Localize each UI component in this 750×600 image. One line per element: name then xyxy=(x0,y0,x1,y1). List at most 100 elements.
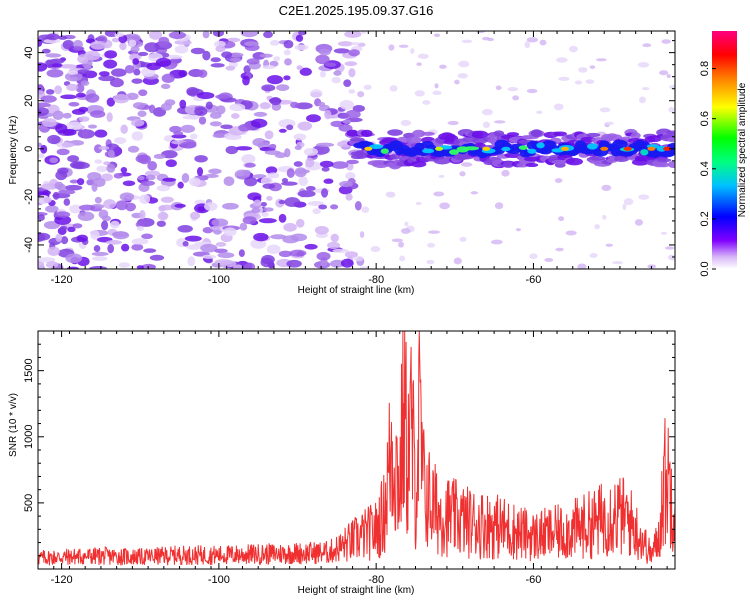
heatmap-cell xyxy=(244,162,256,168)
heatmap-cell xyxy=(57,167,69,175)
heatmap-blobs xyxy=(38,31,675,269)
heatmap-cell xyxy=(64,72,83,82)
heatmap-cell xyxy=(182,115,200,120)
heatmap-cell xyxy=(76,178,85,186)
colorbar-gradient xyxy=(712,31,737,269)
heatmap-cell xyxy=(357,91,365,98)
heatmap-cell xyxy=(120,166,128,173)
heatmap-cell xyxy=(449,149,459,155)
heatmap-cell xyxy=(318,101,326,107)
x-tick-label: -80 xyxy=(368,574,384,586)
heatmap-cell xyxy=(101,220,109,231)
heatmap-cell xyxy=(623,198,634,206)
heatmap-cell xyxy=(348,49,360,57)
heatmap-cell xyxy=(661,39,672,44)
heatmap-cell xyxy=(136,265,144,269)
heatmap-cell xyxy=(46,69,64,78)
heatmap-y-axis: -40 -20 0 20 40 xyxy=(23,40,675,270)
heatmap-cell xyxy=(38,84,44,92)
heatmap-cell xyxy=(294,102,313,110)
heatmap-cell xyxy=(98,75,116,82)
heatmap-cell xyxy=(209,121,222,127)
heatmap-cell xyxy=(106,112,113,123)
heatmap-cell xyxy=(72,46,85,51)
heatmap-cell xyxy=(66,121,83,131)
heatmap-cell xyxy=(234,169,250,180)
heatmap-cell xyxy=(168,31,186,39)
heatmap-cell xyxy=(58,189,76,195)
heatmap-cell xyxy=(196,167,204,177)
heatmap-cell xyxy=(586,143,598,150)
heatmap-cell xyxy=(364,146,373,151)
heatmap-cell xyxy=(187,256,196,267)
heatmap-cell xyxy=(43,196,52,204)
heatmap-cell xyxy=(45,89,55,95)
heatmap-cell xyxy=(294,167,307,178)
heatmap-cell xyxy=(60,94,77,100)
heatmap-cell xyxy=(240,31,258,38)
heatmap-cell xyxy=(267,172,280,179)
heatmap-cell xyxy=(665,246,675,250)
heatmap-cell xyxy=(188,177,201,187)
heatmap-cell xyxy=(121,243,130,252)
heatmap-cell xyxy=(461,39,473,44)
heatmap-cell xyxy=(294,44,309,51)
heatmap-cell xyxy=(307,201,324,207)
heatmap-cell xyxy=(558,76,570,81)
heatmap-cell xyxy=(286,124,294,131)
heatmap-cell xyxy=(459,236,467,242)
heatmap-cell xyxy=(252,174,267,179)
heatmap-cell xyxy=(214,248,228,254)
heatmap-cell xyxy=(303,147,319,156)
heatmap-cell xyxy=(202,50,211,61)
heatmap-cell xyxy=(324,62,337,67)
heatmap-cell xyxy=(428,230,440,234)
heatmap-cell xyxy=(316,251,331,261)
heatmap-cell xyxy=(360,31,367,34)
heatmap-cell xyxy=(323,178,334,184)
heatmap-cell xyxy=(349,137,365,142)
heatmap-cell xyxy=(54,181,64,190)
heatmap-cell xyxy=(250,118,268,128)
heatmap-cell xyxy=(262,183,276,189)
heatmap-cell xyxy=(331,76,341,84)
heatmap-cell xyxy=(348,89,356,94)
heatmap-cell xyxy=(169,125,182,133)
heatmap-cell xyxy=(553,103,564,111)
heatmap-cell xyxy=(148,104,156,114)
heatmap-cell xyxy=(295,218,305,228)
heatmap-cell xyxy=(141,233,153,240)
heatmap-cell xyxy=(125,33,141,43)
heatmap-cell xyxy=(642,43,652,48)
heatmap-cell xyxy=(404,221,409,227)
heatmap-cell xyxy=(595,58,607,62)
heatmap-cell xyxy=(211,218,229,227)
heatmap-cell xyxy=(131,238,149,245)
heatmap-cell xyxy=(65,253,83,264)
heatmap-cell xyxy=(481,36,491,41)
heatmap-cell xyxy=(132,58,140,65)
heatmap-cell xyxy=(130,45,140,53)
heatmap-cell xyxy=(91,251,109,257)
heatmap-cell xyxy=(578,67,588,73)
heatmap-cell xyxy=(147,160,158,171)
heatmap-cell xyxy=(194,107,208,117)
heatmap-cell xyxy=(141,263,156,269)
heatmap-cell xyxy=(160,102,172,111)
heatmap-cell xyxy=(432,90,442,95)
heatmap-cell xyxy=(658,162,670,168)
heatmap-cell xyxy=(422,148,435,154)
heatmap-cell xyxy=(110,220,120,229)
heatmap-cell xyxy=(527,148,537,154)
heatmap-cell xyxy=(114,137,127,144)
heatmap-cell xyxy=(220,124,233,130)
heatmap-cell xyxy=(119,192,135,202)
heatmap-cell xyxy=(72,223,83,229)
heatmap-cell xyxy=(120,124,128,134)
heatmap-cell xyxy=(398,241,404,248)
colorbar-tick-label: 0.2 xyxy=(699,211,711,226)
heatmap-cell xyxy=(282,235,299,244)
heatmap-cell xyxy=(196,91,215,100)
heatmap-cell xyxy=(200,243,218,253)
heatmap-cell xyxy=(264,130,274,140)
